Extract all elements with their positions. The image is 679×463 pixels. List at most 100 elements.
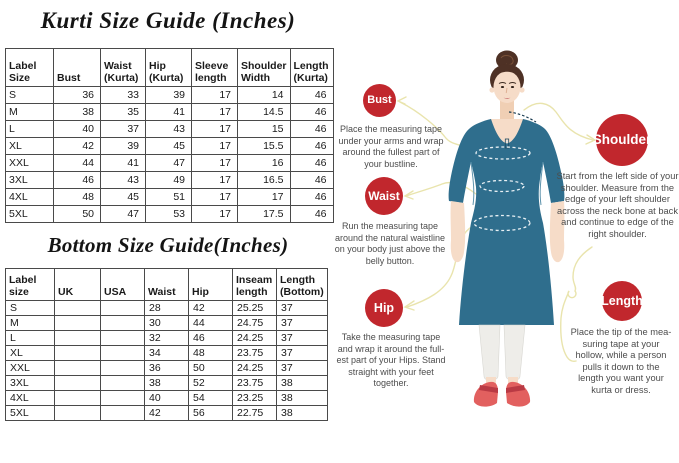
- table-cell: 46: [289, 205, 334, 223]
- table-cell: 17: [191, 120, 238, 138]
- table-cell: [54, 345, 101, 361]
- table-cell: [54, 390, 101, 406]
- table-cell: 37: [276, 330, 328, 346]
- table-cell: 4XL: [5, 188, 54, 206]
- table-cell: 45: [145, 137, 192, 155]
- table-cell: 33: [100, 86, 146, 104]
- waist-dash-line: [479, 179, 525, 193]
- table-row: M 30 44 24.75 37: [5, 315, 328, 331]
- table-cell: 43: [100, 171, 146, 189]
- column-header: USA: [100, 268, 145, 301]
- hair-bun: [496, 50, 518, 70]
- table-cell: 42: [144, 405, 189, 421]
- table-cell: 37: [276, 300, 328, 316]
- table-row: 4XL 48 45 51 17 17 46: [5, 188, 334, 206]
- table-cell: 14: [237, 86, 291, 104]
- hip-dash-line: [473, 214, 531, 232]
- table-cell: 37: [276, 315, 328, 331]
- shoulder-dash-line: [508, 111, 537, 123]
- table-cell: 56: [188, 405, 233, 421]
- table-cell: 17: [191, 188, 238, 206]
- ear-right: [519, 87, 525, 93]
- table-cell: 46: [289, 103, 334, 121]
- table-row: XL 42 39 45 17 15.5 46: [5, 137, 334, 155]
- table-cell: 53: [145, 205, 192, 223]
- table-cell: 24.25: [232, 360, 277, 376]
- placket: [504, 138, 510, 149]
- table-cell: 52: [188, 375, 233, 391]
- shoe-left-strap: [479, 385, 498, 393]
- lips: [503, 97, 511, 99]
- table-cell: 23.75: [232, 345, 277, 361]
- measurement-dash-lines: [473, 146, 531, 232]
- waist-badge: Waist: [365, 177, 403, 215]
- length-description: Place the tip of the mea- suring tape at…: [570, 327, 672, 395]
- table-cell: 37: [276, 360, 328, 376]
- underarm-highlight-left: [470, 161, 475, 206]
- table-cell: 24.25: [232, 330, 277, 346]
- column-header: Sleeve length: [191, 48, 238, 87]
- table-row: L 32 46 24.25 37: [5, 330, 328, 346]
- hip-description: Take the measuring tape and wrap it arou…: [336, 332, 446, 388]
- bust-dash-line: [475, 146, 531, 160]
- table-cell: M: [5, 103, 54, 121]
- table-row: 4XL 40 54 23.25 38: [5, 390, 328, 406]
- shoe-right: [506, 381, 531, 407]
- table-cell: S: [5, 86, 54, 104]
- table-cell: 3XL: [5, 171, 54, 189]
- column-header: Label size: [5, 268, 55, 301]
- bust-arrow-icon: [396, 96, 407, 105]
- kurti-guide-title: Kurti Size Guide (Inches): [40, 8, 296, 33]
- table-cell: [54, 405, 101, 421]
- column-header: Hip (Kurta): [145, 48, 192, 87]
- table-cell: 50: [188, 360, 233, 376]
- table-cell: [54, 330, 101, 346]
- ear-left: [489, 87, 495, 93]
- pant-leg-left: [478, 324, 501, 381]
- table-cell: XL: [5, 345, 55, 361]
- shoulder-callout-curve: [523, 102, 594, 141]
- table-cell: 35: [100, 103, 146, 121]
- table-cell: [100, 390, 145, 406]
- ankle-right: [508, 377, 518, 385]
- table-cell: 17: [191, 205, 238, 223]
- table-cell: 51: [145, 188, 192, 206]
- woman-figure-illustration: [396, 50, 597, 407]
- shoe-right-strap: [506, 385, 525, 393]
- table-cell: 36: [53, 86, 101, 104]
- table-cell: 36: [144, 360, 189, 376]
- bust-badge-label: Bust: [367, 94, 392, 106]
- table-cell: 46: [289, 120, 334, 138]
- table-cell: 44: [188, 315, 233, 331]
- table-cell: [54, 375, 101, 391]
- hip-arrow-icon: [403, 300, 415, 311]
- table-cell: 40: [53, 120, 101, 138]
- table-row: XXL 36 50 24.25 37: [5, 360, 328, 376]
- table-cell: 23.25: [232, 390, 277, 406]
- table-cell: 44: [53, 154, 101, 172]
- nose: [505, 87, 508, 94]
- length-callout-curve: [560, 246, 593, 362]
- table-row: L 40 37 43 17 15 46: [5, 120, 334, 138]
- table-cell: 48: [188, 345, 233, 361]
- table-cell: [54, 360, 101, 376]
- table-cell: 54: [188, 390, 233, 406]
- table-cell: 3XL: [5, 375, 55, 391]
- table-cell: 46: [188, 330, 233, 346]
- table-cell: 42: [188, 300, 233, 316]
- chest-skin: [490, 119, 524, 144]
- column-header: Length (Kurta): [289, 48, 334, 87]
- eye-right: [510, 86, 515, 88]
- bottom-guide-title: Bottom Size Guide(Inches): [47, 233, 289, 257]
- table-cell: 37: [276, 345, 328, 361]
- table-cell: 46: [289, 86, 334, 104]
- eyebrow-right: [508, 82, 517, 84]
- button: [506, 140, 508, 143]
- table-row: M 38 35 41 17 14.5 46: [5, 103, 334, 121]
- table-cell: 41: [145, 103, 192, 121]
- table-cell: 34: [144, 345, 189, 361]
- table-cell: M: [5, 315, 55, 331]
- shoulder-arrow-icon: [585, 134, 597, 145]
- face: [493, 71, 521, 103]
- shoulder-badge: Shoulder: [593, 114, 651, 166]
